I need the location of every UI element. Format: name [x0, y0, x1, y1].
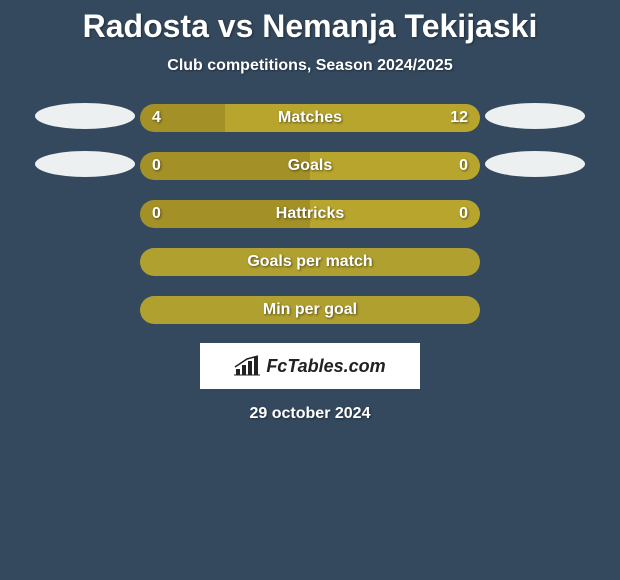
bar-left-segment — [140, 152, 310, 180]
left-badge-slot — [30, 295, 140, 325]
right-badge-slot — [480, 295, 590, 325]
comparison-chart: Matches 4 12 Goals 0 0 Hattricks 0 0 Goals per ma… — [0, 103, 620, 325]
stat-label: Matches — [278, 109, 342, 127]
left-badge-slot — [30, 151, 140, 181]
stat-bar: Hattricks 0 0 — [140, 200, 480, 228]
stat-label: Goals — [288, 157, 332, 175]
left-badge-slot — [30, 247, 140, 277]
stat-row: Hattricks 0 0 — [0, 199, 620, 229]
stat-label: Min per goal — [263, 301, 357, 319]
player-badge-right — [485, 103, 585, 129]
stat-value-left: 4 — [152, 109, 161, 127]
stat-label: Hattricks — [276, 205, 344, 223]
stat-bar: Min per goal — [140, 296, 480, 324]
stat-bar: Matches 4 12 — [140, 104, 480, 132]
bar-right-segment — [225, 104, 480, 132]
stat-bar: Goals 0 0 — [140, 152, 480, 180]
right-badge-slot — [480, 199, 590, 229]
stat-bar: Goals per match — [140, 248, 480, 276]
player-badge-left — [35, 103, 135, 129]
site-name: FcTables.com — [266, 356, 385, 377]
site-badge: FcTables.com — [200, 343, 420, 389]
stat-row: Min per goal — [0, 295, 620, 325]
date-label: 29 october 2024 — [0, 405, 620, 423]
stat-row: Matches 4 12 — [0, 103, 620, 133]
right-badge-slot — [480, 103, 590, 133]
right-badge-slot — [480, 247, 590, 277]
subtitle: Club competitions, Season 2024/2025 — [0, 57, 620, 75]
stat-value-left: 0 — [152, 205, 161, 223]
page-title: Radosta vs Nemanja Tekijaski — [0, 0, 620, 45]
stat-row: Goals 0 0 — [0, 151, 620, 181]
left-badge-slot — [30, 103, 140, 133]
chart-icon — [234, 355, 260, 377]
player-badge-left — [35, 151, 135, 177]
stat-value-right: 12 — [450, 109, 468, 127]
stat-value-left: 0 — [152, 157, 161, 175]
left-badge-slot — [30, 199, 140, 229]
bar-right-segment — [310, 152, 480, 180]
player-badge-right — [485, 151, 585, 177]
stat-value-right: 0 — [459, 205, 468, 223]
right-badge-slot — [480, 151, 590, 181]
stat-label: Goals per match — [247, 253, 372, 271]
stat-value-right: 0 — [459, 157, 468, 175]
stat-row: Goals per match — [0, 247, 620, 277]
